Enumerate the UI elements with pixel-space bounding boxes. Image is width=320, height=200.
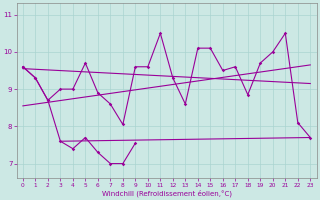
X-axis label: Windchill (Refroidissement éolien,°C): Windchill (Refroidissement éolien,°C) <box>101 189 232 197</box>
